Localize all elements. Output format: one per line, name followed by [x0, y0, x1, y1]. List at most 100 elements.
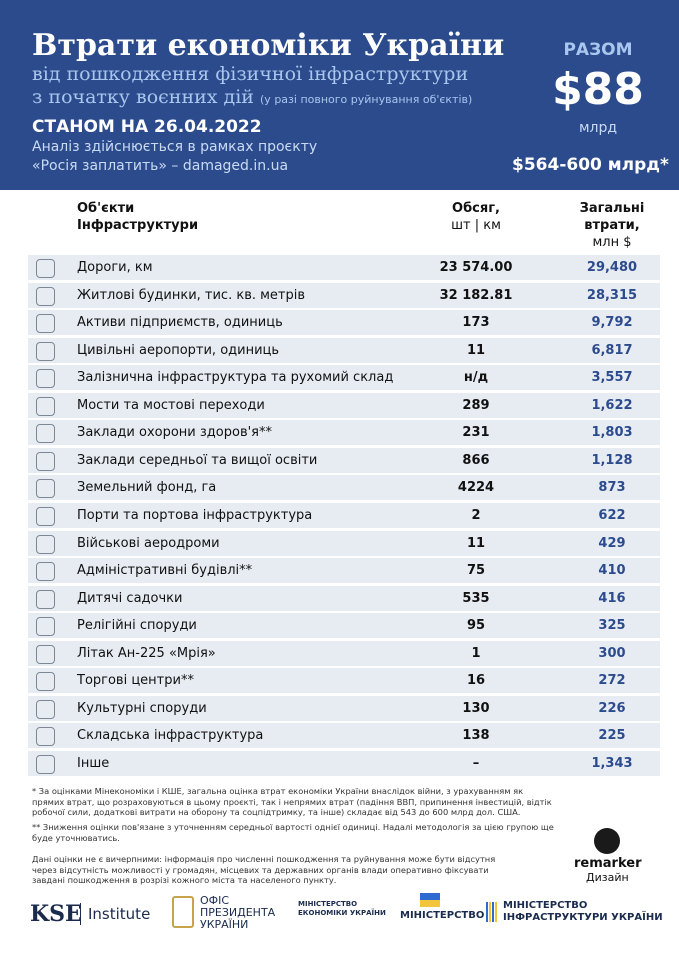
object-name: Заклади охорони здоров'я**: [77, 425, 272, 441]
volume: н/д: [463, 370, 489, 386]
object-name: Торгові центри**: [77, 673, 194, 689]
loss: 1,128: [591, 452, 633, 468]
loss: 29,480: [586, 260, 638, 275]
volume: 16: [466, 673, 486, 689]
column-header: Обсяг, шт | км: [416, 200, 536, 234]
loss: 3,557: [591, 370, 633, 386]
table-row: Релігійні споруди 95 325: [28, 613, 660, 639]
table-row: Земельний фонд, га 4224 873: [28, 475, 660, 501]
table-row: Адміністративні будівлі** 75 410: [28, 558, 660, 584]
volume: 75: [466, 563, 486, 579]
loss: 325: [598, 618, 626, 634]
object-name: Дороги, км: [77, 260, 153, 275]
column-header-line: Інфраструктури: [77, 218, 199, 233]
table-row: Залізнична інфраструктура та рухомий скл…: [28, 365, 660, 391]
volume: 32 182.81: [439, 287, 513, 303]
table-row: Складська інфраструктура 138 225: [28, 723, 660, 749]
table-row: Порти та портова інфраструктура 2 622: [28, 502, 660, 528]
volume: 11: [466, 342, 486, 358]
column-header-line: Обсяг,: [452, 201, 500, 216]
column-header-line: шт | км: [451, 218, 501, 233]
loss: 416: [598, 590, 626, 606]
subtitle-text: з початку воєнних дій: [32, 86, 254, 108]
header: Втрати економіки України від пошкодження…: [0, 0, 679, 190]
loss: 622: [598, 507, 626, 523]
object-name: Релігійні споруди: [77, 618, 197, 634]
designer-role: Дизайн: [586, 871, 629, 884]
loss: 429: [598, 535, 626, 551]
designer-icon: [594, 828, 620, 854]
loss: 873: [598, 480, 626, 496]
title: Втрати економіки України: [32, 28, 505, 63]
column-header-line: Об'єкти: [77, 201, 135, 216]
volume: 130: [462, 700, 490, 716]
total-label: РАЗОМ: [563, 40, 633, 60]
volume: 4224: [457, 480, 495, 496]
object-name: Дитячі садочки: [77, 590, 183, 606]
project-text: «Росія заплатить» – damaged.in.ua: [32, 158, 289, 174]
logo-kse: KSE: [30, 901, 82, 927]
volume: 1: [471, 645, 481, 661]
table-row: Активи підприємств, одиниць 173 9,792: [28, 310, 660, 336]
column-header-line: втрати,: [584, 218, 640, 233]
volume: 2: [471, 507, 481, 523]
object-name: Активи підприємств, одиниць: [77, 315, 283, 331]
loss: 272: [598, 673, 626, 689]
object-name: Житлові будинки, тис. кв. метрів: [77, 287, 306, 303]
table-row: Літак Ан-225 «Мрія» 1 300: [28, 640, 660, 666]
object-name: Адміністративні будівлі**: [77, 563, 253, 579]
total-unit: млрд: [578, 120, 618, 136]
loss: 410: [598, 563, 626, 579]
object-name: Військові аеродроми: [77, 535, 220, 551]
object-name: Заклади середньої та вищої освіти: [77, 452, 318, 468]
project-text: Аналіз здійснюється в рамках проєкту: [32, 139, 318, 155]
loss: 300: [598, 645, 626, 661]
column-header-line: млн $: [592, 235, 632, 250]
volume: 95: [466, 618, 486, 634]
volume: 173: [462, 315, 490, 331]
volume: 138: [462, 728, 490, 744]
volume: 289: [462, 397, 490, 413]
logo-reintegration: МІНІСТЕРСТВО: [400, 910, 485, 921]
logo-president: ОФІС ПРЕЗИДЕНТА УКРАЇНИ: [200, 894, 276, 931]
table-row: Дороги, км 23 574.00 29,480: [28, 255, 660, 280]
footnote: ** Зниження оцінки пов'язане з уточнення…: [32, 822, 554, 843]
object-name: Мости та мостові переходи: [77, 397, 265, 413]
object-name: Залізнична інфраструктура та рухомий скл…: [77, 370, 394, 386]
object-name: Інше: [77, 755, 110, 771]
subtitle: з початку воєнних дій (у разі повного ру…: [32, 86, 472, 108]
loss: 1,343: [591, 755, 633, 771]
volume: 11: [466, 535, 486, 551]
loss: 225: [598, 728, 626, 744]
object-name: Земельний фонд, га: [77, 480, 217, 496]
table-row: Військові аеродроми 11 429: [28, 530, 660, 556]
logo-stripes: [486, 902, 498, 922]
column-header: Загальні втрати, млн $: [552, 200, 672, 251]
table-row: Культурні споруди 130 226: [28, 695, 660, 721]
loss: 226: [598, 700, 626, 716]
object-name: Складська інфраструктура: [77, 728, 264, 744]
volume: –: [472, 755, 480, 771]
column-header-line: Загальні: [579, 201, 645, 216]
object-name: Літак Ан-225 «Мрія»: [77, 645, 216, 661]
table-row: Житлові будинки, тис. кв. метрів 32 182.8…: [28, 282, 660, 308]
volume: 866: [462, 452, 490, 468]
volume: 535: [462, 590, 490, 606]
table-row: Заклади охорони здоров'я** 231 1,803: [28, 420, 660, 446]
footnote: * За оцінками Мінекономіки і КШЕ, загаль…: [32, 786, 552, 817]
object-name: Цивільні аеропорти, одиниць: [77, 342, 280, 358]
loss: 28,315: [586, 287, 638, 303]
total-range: $564-600 млрд*: [512, 155, 669, 175]
table-row: Цивільні аеропорти, одиниць 11 6,817: [28, 337, 660, 363]
object-name: Порти та портова інфраструктура: [77, 507, 313, 523]
logo-kse-institute: Institute: [88, 905, 151, 923]
table-row: Інше – 1,343: [28, 750, 660, 776]
logo-flag: [420, 893, 440, 907]
logo-emblem: [172, 896, 194, 928]
loss: 6,817: [591, 342, 633, 358]
loss: 1,622: [591, 397, 633, 413]
logo-infrastructure: МІНІСТЕРСТВО ІНФРАСТРУКТУРИ УКРАЇНИ: [503, 900, 663, 923]
table-row: Мости та мостові переходи 289 1,622: [28, 392, 660, 418]
table-row: Дитячі садочки 535 416: [28, 585, 660, 611]
